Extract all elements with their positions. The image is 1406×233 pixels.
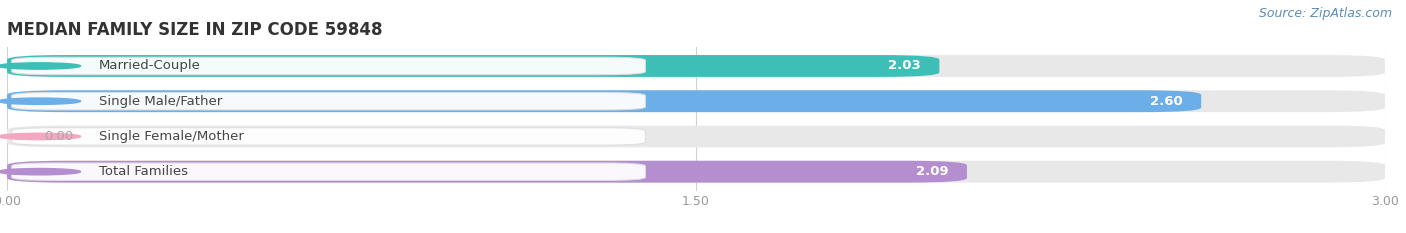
Text: 2.09: 2.09 bbox=[915, 165, 949, 178]
Circle shape bbox=[0, 63, 80, 69]
FancyBboxPatch shape bbox=[7, 55, 939, 77]
Circle shape bbox=[0, 133, 80, 140]
Text: Source: ZipAtlas.com: Source: ZipAtlas.com bbox=[1258, 7, 1392, 20]
FancyBboxPatch shape bbox=[7, 161, 967, 183]
Circle shape bbox=[0, 98, 80, 104]
Text: Single Male/Father: Single Male/Father bbox=[98, 95, 222, 108]
FancyBboxPatch shape bbox=[7, 161, 1385, 183]
Text: 0.00: 0.00 bbox=[44, 130, 73, 143]
Circle shape bbox=[0, 168, 80, 175]
FancyBboxPatch shape bbox=[11, 93, 645, 110]
Text: 2.03: 2.03 bbox=[889, 59, 921, 72]
FancyBboxPatch shape bbox=[7, 55, 1385, 77]
FancyBboxPatch shape bbox=[7, 126, 1385, 147]
FancyBboxPatch shape bbox=[11, 57, 645, 75]
FancyBboxPatch shape bbox=[11, 128, 645, 145]
FancyBboxPatch shape bbox=[7, 90, 1385, 112]
FancyBboxPatch shape bbox=[11, 163, 645, 180]
Text: Married-Couple: Married-Couple bbox=[98, 59, 201, 72]
Text: MEDIAN FAMILY SIZE IN ZIP CODE 59848: MEDIAN FAMILY SIZE IN ZIP CODE 59848 bbox=[7, 21, 382, 39]
Text: 2.60: 2.60 bbox=[1150, 95, 1182, 108]
FancyBboxPatch shape bbox=[7, 90, 1201, 112]
Text: Total Families: Total Families bbox=[98, 165, 188, 178]
Text: Single Female/Mother: Single Female/Mother bbox=[98, 130, 243, 143]
